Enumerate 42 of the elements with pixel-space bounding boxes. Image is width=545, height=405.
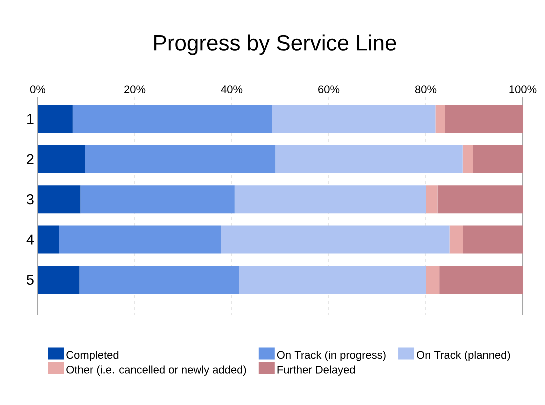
bar [440,266,524,294]
bar [38,145,86,174]
bar [59,226,222,254]
bar [38,105,73,134]
y-tick-label: 5 [27,274,34,286]
bar [272,105,436,134]
bar [234,186,426,214]
legend-label: Other (i.e. cancelled or newly added) [66,366,246,376]
bar [438,186,524,214]
x-tick-label: 40% [221,86,243,94]
y-tick-label: 4 [26,234,34,245]
bar [463,226,524,254]
bar [239,266,426,294]
bar [38,226,60,254]
x-tick-label: 60% [318,86,340,94]
x-tick-label: 20% [124,86,146,94]
bar [426,266,440,294]
bar [436,105,446,134]
x-tick-label: 100% [510,86,537,94]
bar [473,145,524,174]
x-tick-label: 80% [415,86,437,94]
y-tick-label: 1 [28,114,34,124]
chart-title: Progress by Service Line [154,34,396,56]
legend-label: On Track (in progress) [277,350,386,362]
bar [72,105,272,134]
y-tick-label: 3 [27,194,34,205]
legend-label: On Track (planned) [417,350,510,362]
bar [445,105,524,134]
bar [38,266,80,294]
bar [426,186,438,214]
y-tick-label: 2 [27,154,34,164]
bar [80,266,240,294]
legend-label: Completed [66,350,119,362]
bar [85,145,276,174]
bar [38,186,81,214]
legend-label: Further Delayed [278,366,356,376]
x-tick-label: 0% [30,86,46,94]
bar [80,186,235,214]
bar [462,145,474,174]
bar [450,226,464,254]
bar [276,145,463,174]
bar [221,226,450,254]
